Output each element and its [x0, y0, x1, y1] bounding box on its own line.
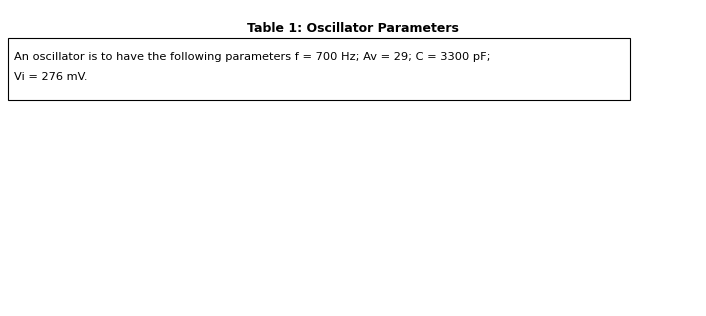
Text: Table 1: Oscillator Parameters: Table 1: Oscillator Parameters — [247, 22, 459, 35]
Text: An oscillator is to have the following parameters f = 700 Hz; Av = 29; C = 3300 : An oscillator is to have the following p… — [14, 52, 491, 62]
Bar — [8, 38, 630, 100]
Text: Vi = 276 mV.: Vi = 276 mV. — [14, 72, 88, 82]
